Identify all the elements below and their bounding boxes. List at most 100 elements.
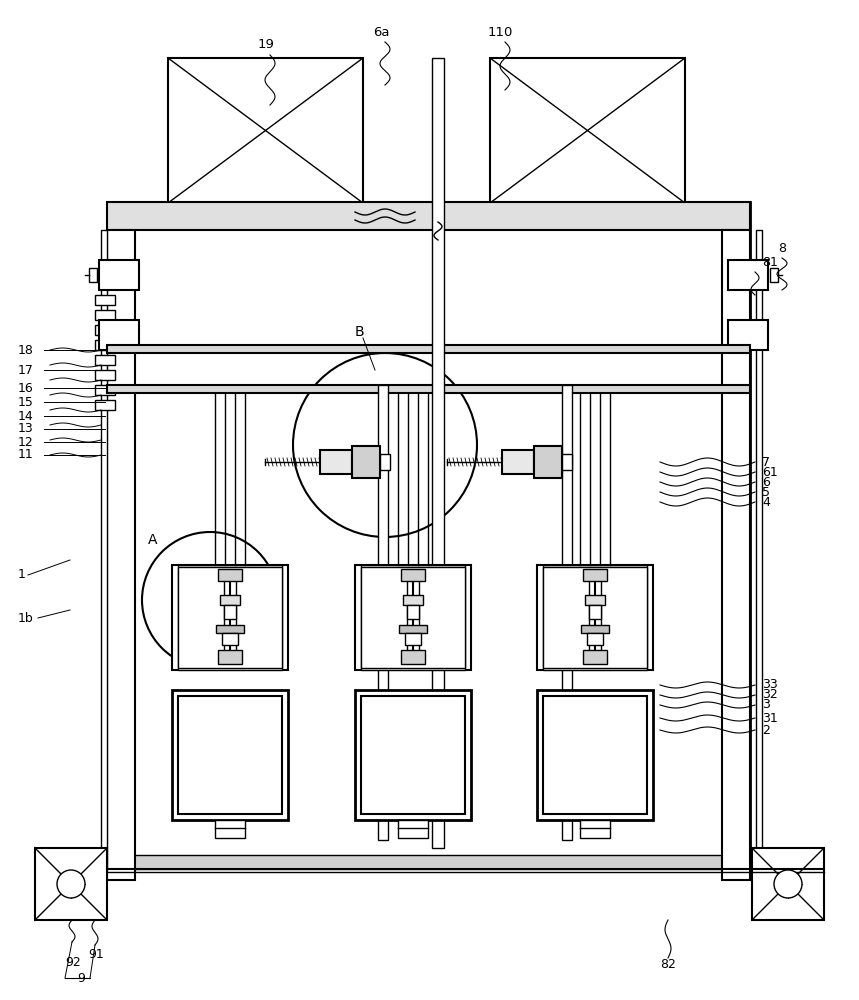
Text: 16: 16 <box>18 381 34 394</box>
Bar <box>562 385 572 840</box>
Bar <box>218 650 242 664</box>
Bar <box>107 202 750 230</box>
Bar <box>537 565 653 670</box>
Text: 11: 11 <box>18 448 34 462</box>
Text: 13: 13 <box>18 422 34 436</box>
Bar <box>178 567 282 668</box>
Bar <box>589 605 601 619</box>
Bar <box>756 230 762 870</box>
Bar <box>399 625 427 633</box>
Bar <box>585 595 605 605</box>
Bar <box>398 820 428 838</box>
Bar <box>432 58 444 848</box>
Bar <box>401 569 425 581</box>
Bar <box>95 370 115 380</box>
Text: 15: 15 <box>18 395 34 408</box>
Bar <box>220 595 240 605</box>
Bar <box>35 848 107 920</box>
Bar <box>352 446 380 478</box>
Bar <box>107 385 750 393</box>
Text: A: A <box>148 533 157 547</box>
Text: 18: 18 <box>18 344 34 357</box>
Bar <box>728 260 768 290</box>
Bar <box>95 295 115 305</box>
Bar <box>581 625 609 633</box>
Bar <box>89 268 97 282</box>
Text: 3: 3 <box>762 698 770 712</box>
Bar <box>728 320 768 350</box>
Bar <box>403 595 423 605</box>
Bar <box>216 625 244 633</box>
Bar <box>583 569 607 581</box>
Text: 33: 33 <box>762 678 777 692</box>
Text: 81: 81 <box>762 255 778 268</box>
Text: 17: 17 <box>18 363 34 376</box>
Text: 32: 32 <box>762 688 777 702</box>
Bar <box>380 454 390 470</box>
Bar <box>172 690 288 820</box>
Bar <box>562 454 572 470</box>
Bar <box>587 633 603 645</box>
Bar <box>95 385 115 395</box>
Text: 31: 31 <box>762 712 777 724</box>
Text: 6a: 6a <box>373 25 389 38</box>
Bar <box>543 567 647 668</box>
Bar <box>172 565 288 670</box>
Text: 9: 9 <box>77 972 85 984</box>
Bar <box>320 450 352 474</box>
Text: 82: 82 <box>660 958 676 972</box>
Text: 61: 61 <box>762 466 777 479</box>
Circle shape <box>293 353 477 537</box>
Bar <box>537 690 653 820</box>
Bar <box>722 230 750 880</box>
Text: 2: 2 <box>762 724 770 736</box>
Bar <box>99 260 139 290</box>
Text: 7: 7 <box>762 456 770 468</box>
Bar <box>107 345 750 353</box>
Bar <box>490 58 685 203</box>
Text: 1b: 1b <box>18 611 34 624</box>
Bar <box>95 340 115 350</box>
Bar <box>770 268 778 282</box>
Bar <box>95 310 115 320</box>
Bar <box>178 565 282 670</box>
Text: 92: 92 <box>65 956 81 968</box>
Circle shape <box>774 870 802 898</box>
Bar <box>107 202 750 860</box>
Bar <box>361 567 465 668</box>
Bar <box>361 565 465 670</box>
Text: 91: 91 <box>88 948 104 962</box>
Circle shape <box>57 870 85 898</box>
Text: 19: 19 <box>258 38 275 51</box>
Bar <box>178 696 282 814</box>
Bar <box>215 820 245 838</box>
Text: 4: 4 <box>762 495 770 508</box>
Bar <box>752 848 824 920</box>
Text: 8: 8 <box>778 241 786 254</box>
Bar <box>502 450 534 474</box>
Bar <box>583 650 607 664</box>
Bar <box>580 820 610 838</box>
Bar <box>101 230 107 870</box>
Text: 6: 6 <box>762 476 770 488</box>
Text: B: B <box>355 325 364 339</box>
Text: 1: 1 <box>18 568 26 582</box>
Circle shape <box>142 532 278 668</box>
Bar <box>405 633 421 645</box>
Bar <box>222 633 238 645</box>
Bar <box>378 385 388 840</box>
Bar <box>355 565 471 670</box>
Text: 12: 12 <box>18 436 34 448</box>
Bar <box>543 696 647 814</box>
Bar <box>99 320 139 350</box>
Bar <box>361 696 465 814</box>
Text: 5: 5 <box>762 486 770 498</box>
Bar <box>224 605 236 619</box>
Bar <box>543 565 647 670</box>
Bar <box>534 446 562 478</box>
Text: 110: 110 <box>488 25 514 38</box>
Bar <box>95 325 115 335</box>
Bar <box>95 400 115 410</box>
Bar <box>168 58 363 203</box>
Bar <box>107 855 750 869</box>
